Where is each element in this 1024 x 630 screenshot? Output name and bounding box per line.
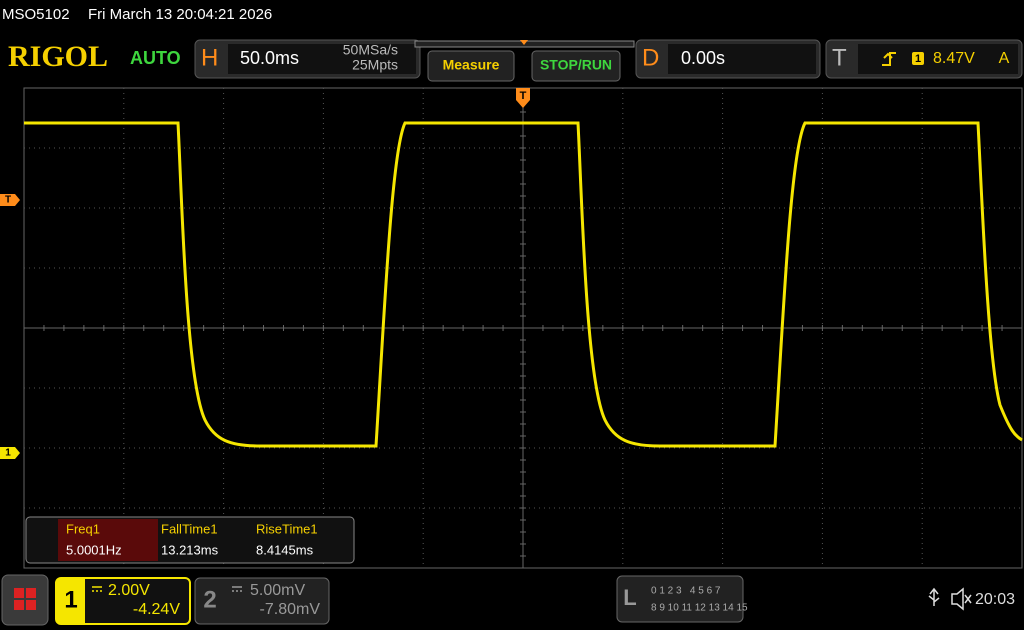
- sample-rate: 50MSa/s: [343, 42, 398, 58]
- channel1-marker-label: 1: [5, 448, 11, 459]
- logo: RIGOL: [8, 40, 108, 73]
- logic-box[interactable]: [616, 575, 744, 623]
- datetime: Fri March 13 20:04:21 2026: [88, 6, 272, 23]
- measure-button-label: Measure: [443, 57, 500, 73]
- delay-label: D: [642, 44, 659, 71]
- edge-icon: [882, 52, 896, 66]
- channel1-scale: 2.00V: [108, 582, 150, 599]
- measurement-table: Freq1 5.0001Hz FallTime1 13.213ms RiseTime1 8…: [66, 521, 318, 557]
- mute-icon[interactable]: [951, 587, 972, 611]
- channel1-marker[interactable]: [0, 447, 20, 459]
- stop-run-button[interactable]: [531, 50, 621, 82]
- stop-run-button-label: STOP/RUN: [540, 57, 612, 73]
- usb-icon: [928, 587, 940, 606]
- trigger-level-marker[interactable]: [0, 194, 20, 206]
- measurement-header: FallTime1: [161, 521, 218, 536]
- measurement-value: 8.4145ms: [256, 542, 314, 557]
- channel2-box[interactable]: [194, 577, 330, 625]
- timebase: 50.0ms: [240, 48, 299, 68]
- memory-pointer: [520, 40, 528, 45]
- channel1-box[interactable]: [55, 577, 191, 625]
- logic-row2: 8 9 10 11 12 13 14 15: [651, 603, 748, 614]
- logic-label: L: [623, 585, 636, 610]
- menu-icon: [14, 588, 36, 610]
- channel1-waveform: [24, 121, 1023, 448]
- trigger-level: 8.47V: [933, 50, 975, 67]
- logic-row1: 0 1 2 3 4 5 6 7: [651, 586, 721, 597]
- trigger-position-marker-label: T: [520, 90, 527, 102]
- memory-depth: 25Mpts: [352, 57, 398, 73]
- delay-value: 0.00s: [681, 48, 725, 68]
- horizontal-inner: [228, 44, 416, 74]
- delay-inner: [668, 44, 816, 74]
- measurement-value: 13.213ms: [161, 542, 219, 557]
- channel1-coupling-icon: [92, 586, 102, 592]
- clock: 20:03: [975, 591, 1015, 608]
- trigger-source-badge: [912, 52, 924, 65]
- measurement-value: 5.0001Hz: [66, 542, 122, 557]
- menu-button[interactable]: [1, 574, 49, 626]
- measurement-header: RiseTime1: [256, 521, 318, 536]
- model: MSO5102: [2, 6, 70, 23]
- channel2-offset: -7.80mV: [260, 601, 321, 618]
- trigger-source: 1: [915, 53, 921, 65]
- run-mode: AUTO: [130, 48, 181, 68]
- channel2-number: 2: [203, 586, 216, 613]
- measurement-highlight: [58, 519, 158, 561]
- channel1-badge: [57, 579, 85, 623]
- channel2-coupling-icon: [232, 586, 242, 592]
- channel1-offset: -4.24V: [133, 601, 180, 618]
- trigger-level-marker-label: T: [5, 195, 11, 206]
- trigger-label: T: [832, 44, 847, 71]
- channel1-number: 1: [64, 586, 77, 613]
- measure-button[interactable]: [427, 50, 515, 82]
- horizontal-label: H: [201, 44, 218, 71]
- measurement-header: Freq1: [66, 521, 100, 536]
- trigger-coupling: A: [999, 50, 1010, 67]
- channel2-scale: 5.00mV: [250, 582, 305, 599]
- trigger-position-marker[interactable]: [516, 88, 530, 108]
- trigger-inner: [858, 44, 1018, 74]
